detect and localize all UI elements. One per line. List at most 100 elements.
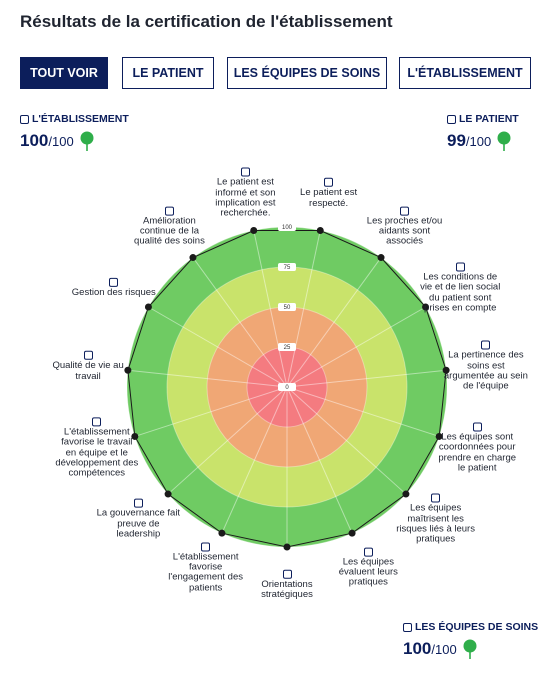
tick-label-box bbox=[278, 263, 296, 271]
score-max: /100 bbox=[465, 133, 492, 149]
tab[interactable]: TOUT VOIR bbox=[20, 57, 108, 89]
spoke bbox=[286, 230, 321, 388]
score-label-row: L'ÉTABLISSEMENT bbox=[20, 113, 129, 125]
axis-label: L'établissement favorise l'engagement de… bbox=[164, 542, 248, 593]
data-point bbox=[316, 226, 324, 234]
score-block: LES ÉQUIPES DE SOINS 100/100 bbox=[403, 621, 538, 659]
axis-label-text: Les proches et/ou aidants sont associés bbox=[366, 215, 443, 247]
axis-label: Les conditions de vie et de lien social … bbox=[418, 262, 502, 314]
score-label: LE PATIENT bbox=[459, 113, 519, 125]
axis-label-text: Les conditions de vie et de lien social … bbox=[420, 271, 501, 314]
score-row: 99/100 bbox=[447, 131, 519, 151]
spoke bbox=[127, 369, 288, 388]
icon bbox=[133, 499, 143, 509]
score-label-row: LE PATIENT bbox=[447, 113, 519, 125]
data-point bbox=[283, 543, 291, 551]
data-point bbox=[218, 529, 226, 537]
icon bbox=[455, 262, 465, 272]
icon bbox=[447, 114, 456, 124]
page-title: Résultats de la certification de l'établ… bbox=[20, 12, 393, 31]
data-point bbox=[348, 529, 356, 537]
icon bbox=[83, 351, 93, 361]
icon bbox=[472, 422, 482, 432]
icon bbox=[481, 340, 491, 350]
spoke bbox=[286, 369, 447, 388]
spoke bbox=[253, 230, 288, 388]
data-point bbox=[124, 366, 132, 374]
tab[interactable]: LES ÉQUIPES DE SOINS bbox=[227, 57, 387, 89]
axis-label: La pertinence des soins est argumentée a… bbox=[443, 340, 528, 392]
pin-icon bbox=[497, 131, 511, 151]
icon bbox=[403, 622, 412, 632]
axis-label-text: Les équipes évaluent leurs pratiques bbox=[338, 556, 398, 588]
axis-label-text: Gestion des risques bbox=[71, 286, 156, 298]
data-point bbox=[131, 432, 139, 440]
axis-label: Le patient est respecté. bbox=[287, 178, 371, 209]
data-point bbox=[402, 490, 410, 498]
tick-label: 100 bbox=[282, 225, 293, 231]
score-value: 99 bbox=[447, 131, 466, 150]
tick-label: 75 bbox=[284, 265, 291, 271]
spoke bbox=[148, 306, 288, 388]
axis-label-text: Le patient est informé et son implicatio… bbox=[215, 176, 276, 219]
score-max: /100 bbox=[48, 133, 74, 149]
axis-label-text: Les équipes maîtrisent les risques liés … bbox=[396, 502, 475, 545]
data-point bbox=[144, 303, 152, 311]
icon bbox=[20, 114, 29, 124]
icon bbox=[324, 178, 334, 188]
tick-label-box bbox=[278, 343, 296, 351]
axis-label-text: Qualité de vie au travail bbox=[52, 360, 124, 382]
axis-label: Orientations stratégiques bbox=[245, 569, 329, 601]
axis-label-text: La pertinence des soins est argumentée a… bbox=[443, 349, 528, 392]
axis-label: Les proches et/ou aidants sont associés bbox=[363, 206, 447, 247]
icon bbox=[363, 547, 373, 557]
axis-label-text: Les équipes sont coordonnées pour prendr… bbox=[438, 431, 517, 474]
tick-label: 25 bbox=[284, 345, 291, 351]
score-max: /100 bbox=[431, 641, 457, 657]
axis-label: Les équipes évaluent leurs pratiques bbox=[326, 547, 410, 589]
tab[interactable]: L'ÉTABLISSEMENT bbox=[399, 57, 531, 89]
axis-label-text: L'établissement favorise le travail en é… bbox=[55, 426, 139, 479]
spoke bbox=[286, 386, 353, 534]
spoke bbox=[134, 386, 288, 437]
score-block: LE PATIENT 99/100 bbox=[447, 113, 519, 151]
tick-label-box bbox=[278, 223, 296, 231]
data-point bbox=[164, 490, 172, 498]
icon bbox=[240, 167, 250, 177]
tick-label-box bbox=[278, 383, 296, 391]
axis-label: La gouvernance fait preuve de leadership bbox=[96, 499, 180, 540]
icon bbox=[282, 569, 292, 579]
spoke bbox=[167, 386, 288, 495]
tab[interactable]: LE PATIENT bbox=[122, 57, 214, 89]
axis-label-text: Le patient est respecté. bbox=[300, 187, 358, 209]
axis-label-text: Amélioration continue de la qualité des … bbox=[134, 215, 205, 247]
spoke bbox=[286, 386, 407, 495]
pin-icon bbox=[80, 131, 94, 151]
score-value: 100 bbox=[20, 131, 49, 150]
axis-label-text: L'établissement favorise l'engagement de… bbox=[168, 551, 243, 594]
icon bbox=[431, 493, 441, 503]
tick-label: 50 bbox=[284, 305, 291, 311]
score-value: 100 bbox=[403, 639, 432, 658]
spoke bbox=[286, 386, 440, 437]
score-label-row: LES ÉQUIPES DE SOINS bbox=[403, 621, 538, 633]
data-point bbox=[422, 303, 430, 311]
spoke bbox=[192, 257, 288, 388]
data-point bbox=[377, 254, 385, 262]
axis-label: Gestion des risques bbox=[71, 277, 156, 298]
pin-icon bbox=[463, 639, 477, 659]
icon bbox=[164, 206, 174, 216]
data-point bbox=[442, 366, 450, 374]
score-label: L'ÉTABLISSEMENT bbox=[32, 113, 129, 125]
spoke bbox=[221, 386, 288, 534]
data-point bbox=[189, 254, 197, 262]
data-line bbox=[127, 230, 447, 548]
score-label: LES ÉQUIPES DE SOINS bbox=[415, 621, 539, 633]
icon bbox=[92, 417, 102, 427]
axis-label-text: Orientations stratégiques bbox=[261, 578, 313, 600]
spoke bbox=[286, 306, 426, 388]
axis-label: Le patient est informé et son implicatio… bbox=[203, 167, 287, 219]
